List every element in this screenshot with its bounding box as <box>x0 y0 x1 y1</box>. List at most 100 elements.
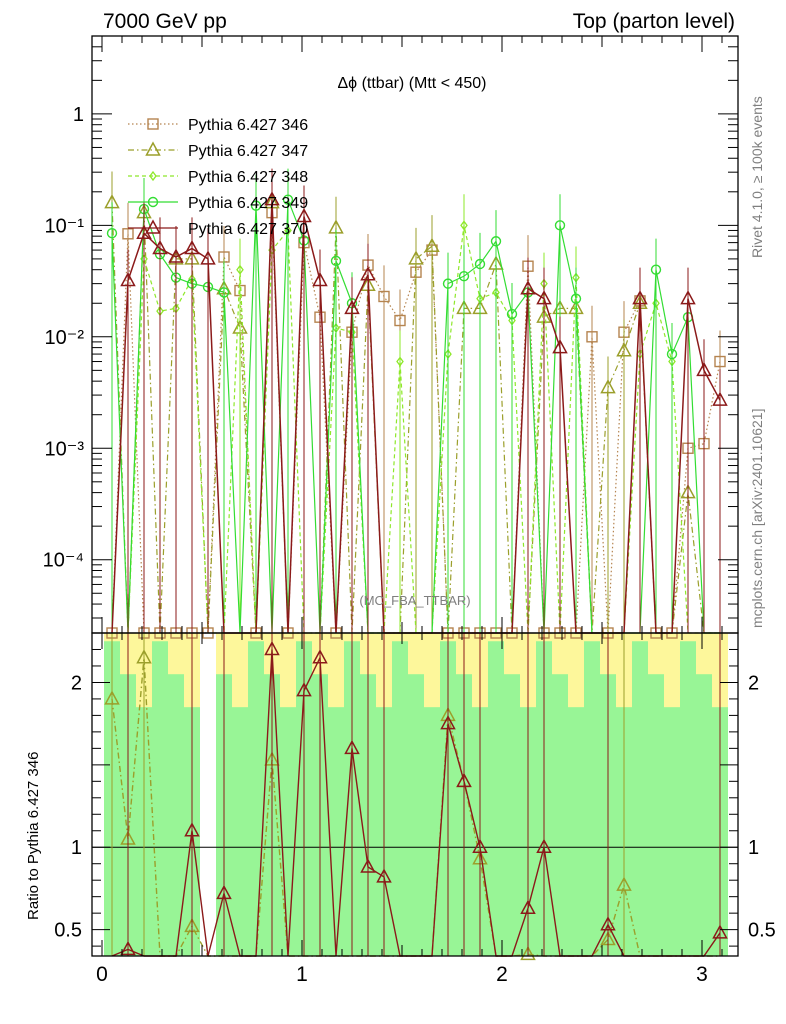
series-marker <box>152 239 168 255</box>
ratio-y-tick-label: 1 <box>71 837 82 859</box>
series-marker <box>122 228 134 240</box>
ratio-band-green <box>248 641 264 956</box>
series-marker <box>250 200 262 211</box>
series-marker <box>472 838 488 853</box>
series-marker <box>458 270 470 282</box>
ratio-band-green <box>680 641 696 956</box>
ratio-panel-frame <box>91 632 739 957</box>
series-marker <box>296 682 312 697</box>
series-marker <box>442 278 454 289</box>
series-marker <box>264 640 280 656</box>
series-marker <box>376 868 392 883</box>
chart-title: Δϕ (ttbar) (Mtt < 450) <box>337 75 486 92</box>
series-marker <box>344 299 360 315</box>
x-tick-label: 1 <box>296 963 308 986</box>
series-marker <box>344 739 360 755</box>
ratio-y-axis-label: Ratio to Pythia 6.427 346 <box>25 752 42 920</box>
ratio-band-green <box>504 674 520 956</box>
series-marker <box>696 361 712 377</box>
series-marker <box>460 220 468 231</box>
ratio-uncertainty-bands <box>92 633 738 956</box>
series-marker <box>520 945 536 961</box>
legend: Pythia 6.427 346 Pythia 6.427 347 Pythia 6… <box>128 117 308 238</box>
series-marker <box>616 342 632 357</box>
series-marker <box>360 858 376 873</box>
series-marker <box>147 196 159 208</box>
series-marker <box>394 314 406 327</box>
series-marker <box>104 690 120 705</box>
series-marker <box>714 355 726 368</box>
series-marker <box>296 207 312 223</box>
series-marker <box>552 339 568 354</box>
ratio-band-green <box>584 641 600 956</box>
series-marker <box>712 924 728 939</box>
series-marker <box>520 899 536 914</box>
ratio-band-green <box>424 707 440 956</box>
series-marker <box>120 271 136 287</box>
header-right-title: Top (parton level) <box>573 10 735 33</box>
legend-entry: Pythia 6.427 370 <box>188 221 308 238</box>
ratio-band-green <box>168 674 184 956</box>
series-marker <box>440 715 456 730</box>
series-marker <box>474 258 486 270</box>
ratio-band-green <box>648 674 664 956</box>
ratio-band-green <box>696 674 712 956</box>
y-tick-label: 10⁻² <box>45 327 85 349</box>
ratio-y-tick-label-right: 0.5 <box>748 920 776 942</box>
series-layer <box>104 168 728 961</box>
ratio-band-green <box>552 674 568 956</box>
ratio-band-green <box>280 707 296 956</box>
series-marker <box>570 293 582 304</box>
series-marker <box>632 290 648 305</box>
series-marker <box>312 271 328 287</box>
series-marker <box>216 884 232 900</box>
series-marker <box>536 290 552 305</box>
ratio-band-green <box>632 641 648 956</box>
series-marker <box>264 191 280 206</box>
series-marker <box>536 838 552 853</box>
ratio-y-tick-label-right: 1 <box>748 837 759 859</box>
series-marker <box>424 237 440 252</box>
series-marker <box>408 250 424 265</box>
x-tick-label: 3 <box>696 963 708 986</box>
rivet-label: Rivet 4.1.0, ≥ 100k events <box>749 96 765 258</box>
ratio-band-green <box>488 641 504 956</box>
mcplots-label: mcplots.cern.ch [arXiv:2401.10621] <box>749 409 765 628</box>
series-marker <box>184 239 200 255</box>
ratio-band-green <box>328 707 344 956</box>
series-marker <box>680 290 696 305</box>
series-marker <box>218 287 230 298</box>
y-tick-label: 1 <box>73 104 84 126</box>
series-marker <box>136 649 152 664</box>
analysis-watermark: (MC_FBA_TTBAR) <box>359 593 470 608</box>
ratio-y-tick-label: 2 <box>71 672 82 694</box>
series-marker <box>184 822 200 837</box>
ratio-band-green <box>408 674 424 956</box>
series-marker <box>650 264 662 275</box>
series-marker <box>106 228 118 239</box>
tick-labels: 0 1 2 3 1 10⁻¹ 10⁻² 10⁻³ 10⁻⁴ 2 2 1 1 0.5 0.5 <box>43 104 776 986</box>
y-tick-label: 10⁻¹ <box>45 215 85 237</box>
ratio-y-tick-label-right: 2 <box>748 672 759 694</box>
ratio-band-green <box>232 707 248 956</box>
series-line <box>111 202 720 634</box>
y-tick-label: 10⁻⁴ <box>43 550 84 572</box>
series-marker <box>282 194 294 205</box>
series-marker <box>168 248 184 263</box>
series-marker <box>312 649 328 664</box>
x-tick-label: 2 <box>496 963 508 986</box>
series-marker <box>200 250 216 265</box>
series-marker <box>360 266 376 281</box>
x-tick-label: 0 <box>96 963 108 986</box>
series-marker <box>520 280 536 295</box>
series-marker <box>456 772 472 788</box>
ratio-band-green <box>568 707 584 956</box>
ratio-band-green <box>664 707 680 956</box>
series-marker <box>616 876 632 891</box>
series-marker <box>712 391 728 406</box>
series-marker <box>666 348 678 360</box>
series-marker <box>147 118 159 130</box>
series-marker <box>378 290 390 303</box>
series-marker <box>396 356 404 367</box>
